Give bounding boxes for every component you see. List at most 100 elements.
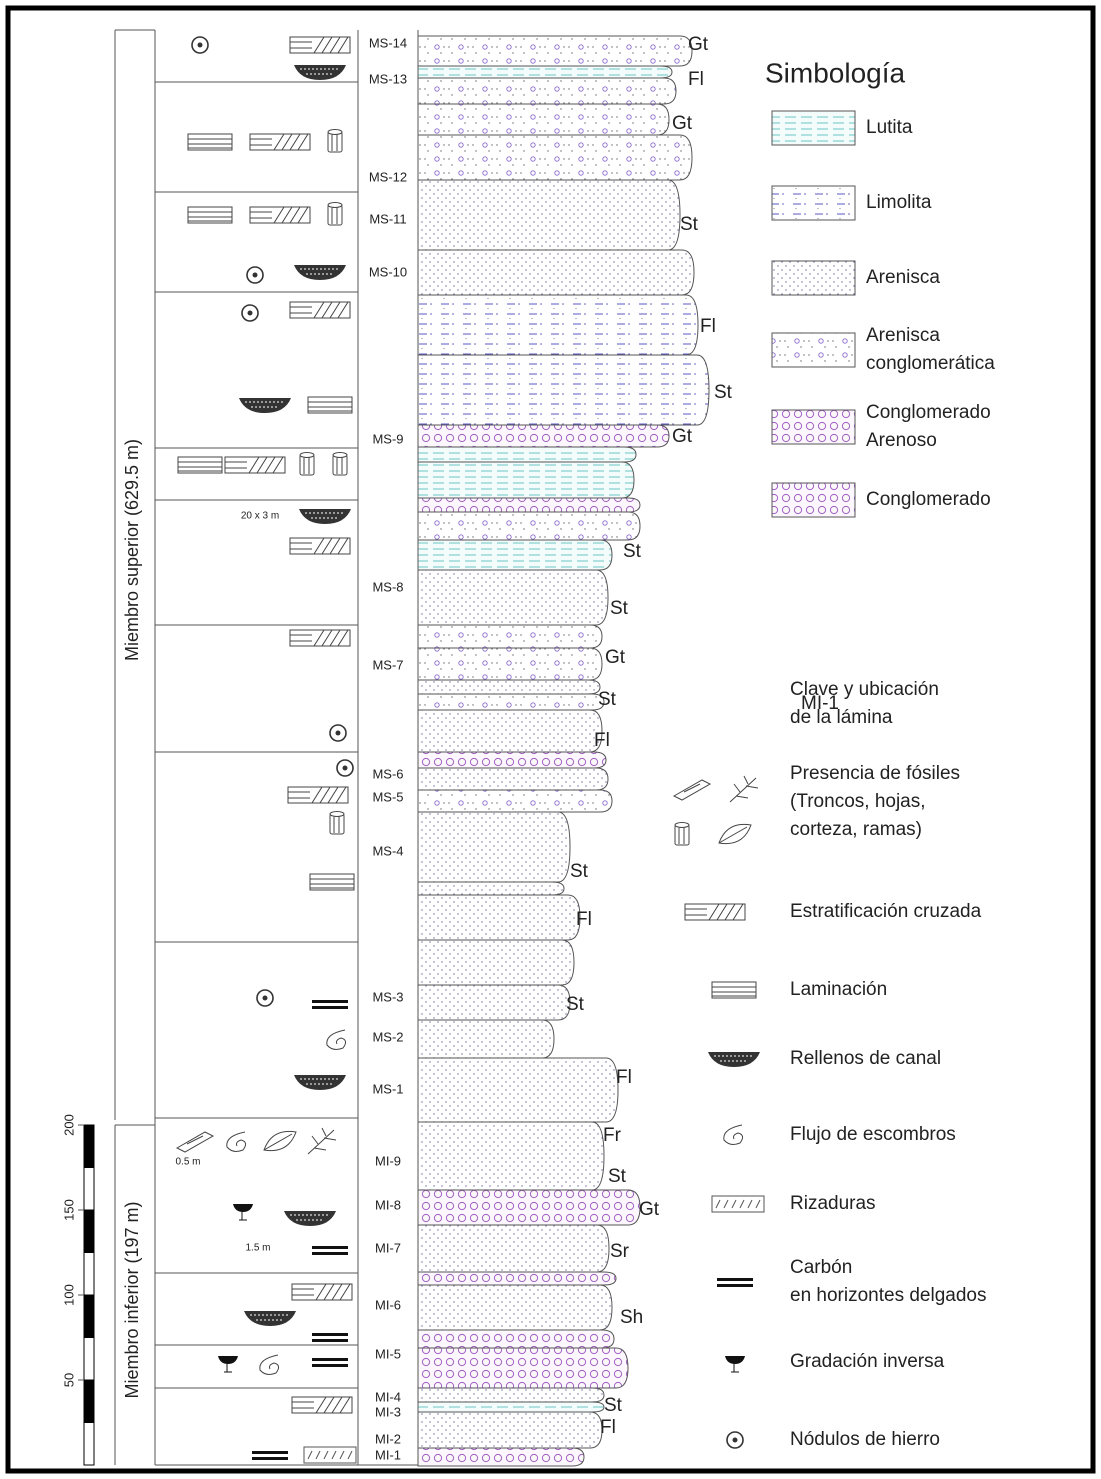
bed	[418, 180, 680, 250]
symbol-xb	[290, 302, 350, 318]
facies-code: St	[608, 1166, 627, 1187]
legend-title: Simbología	[765, 57, 906, 88]
bed	[418, 648, 602, 680]
symbol-debris	[724, 1125, 743, 1144]
sample-label: MS-13	[369, 71, 407, 86]
legend-label: Rellenos de canal	[790, 1048, 941, 1069]
symbol-chan	[294, 65, 346, 80]
bed	[418, 1448, 584, 1466]
bed	[418, 1412, 602, 1448]
symbol-chan	[239, 398, 291, 413]
symbol-chan	[294, 265, 346, 280]
symbol-lam	[310, 874, 354, 890]
legend-label: Arenoso	[866, 430, 937, 451]
bed	[418, 498, 640, 512]
sample-label: MI-5	[375, 1346, 401, 1361]
facies-code: St	[566, 994, 585, 1015]
symbol-nod	[727, 1432, 743, 1448]
bed	[418, 295, 698, 355]
facies-code: St	[604, 1395, 623, 1416]
scale-segment	[84, 1338, 94, 1381]
sample-label: MS-3	[372, 989, 403, 1004]
symbol-trunk	[328, 203, 342, 226]
annotation: 1.5 m	[245, 1243, 270, 1254]
symbol-trunk	[675, 823, 689, 846]
sample-label: MS-7	[372, 657, 403, 672]
bed	[418, 104, 669, 135]
symbol-trunk	[328, 130, 342, 153]
bed	[418, 1285, 612, 1330]
symbol-xb	[225, 457, 285, 473]
symbol-chan	[284, 1211, 336, 1226]
symbol-nod	[247, 267, 263, 283]
annotation: 0.5 m	[175, 1157, 200, 1168]
symbol-nod	[330, 725, 346, 741]
sample-label: MS-11	[369, 211, 406, 226]
symbol-lam	[178, 457, 222, 473]
legend-label: Conglomerado	[866, 489, 991, 510]
symbol-nod	[337, 760, 353, 776]
sample-label: MI-8	[375, 1197, 401, 1212]
sample-label: MS-2	[372, 1029, 403, 1044]
scale-segment	[84, 1295, 94, 1338]
bed	[418, 78, 676, 104]
legend-swatch	[772, 261, 855, 295]
symbol-chan	[708, 1052, 760, 1067]
symbol-lam	[188, 207, 232, 223]
scale-label: 200	[61, 1114, 76, 1136]
sample-label: MI-4	[375, 1389, 401, 1404]
symbol-coal	[312, 1246, 348, 1255]
symbol-trunk	[330, 812, 344, 835]
sample-label: MS-4	[372, 843, 403, 858]
bed	[418, 462, 634, 498]
sample-label: MS-6	[372, 766, 403, 781]
bed	[418, 250, 694, 295]
legend-label: Carbón	[790, 1257, 852, 1278]
sample-label: MI-7	[375, 1240, 401, 1255]
symbol-xb	[250, 207, 310, 223]
bed	[418, 985, 570, 1020]
symbol-grad	[233, 1204, 253, 1220]
bed	[418, 1020, 554, 1058]
legend-label: corteza, ramas)	[790, 819, 922, 840]
symbol-coal	[312, 1358, 348, 1367]
legend-label: Lutita	[866, 117, 913, 138]
bed	[418, 1388, 604, 1402]
facies-code: Gt	[688, 34, 709, 55]
bed	[418, 1225, 609, 1272]
bed	[418, 680, 600, 694]
bed	[418, 1330, 614, 1348]
symbol-trunk	[300, 453, 314, 476]
legend-label: Arenisca	[866, 267, 940, 288]
bed	[418, 570, 608, 625]
bed	[418, 66, 672, 78]
scale-segment	[84, 1253, 94, 1296]
bed	[418, 710, 602, 752]
symbol-chan	[244, 1311, 296, 1326]
sample-label: MI-3	[375, 1404, 401, 1419]
bed	[418, 790, 612, 812]
facies-code: Fl	[688, 69, 704, 90]
legend-swatch	[772, 410, 855, 444]
sample-label: MI-6	[375, 1297, 401, 1312]
member-label: Miembro superior (629.5 m)	[122, 439, 142, 661]
symbol-xb	[290, 37, 350, 53]
legend-swatch	[772, 111, 855, 145]
bed	[418, 752, 606, 768]
sample-label: MS-1	[372, 1081, 403, 1096]
legend-label: Estratificación cruzada	[790, 901, 982, 922]
bed	[418, 940, 574, 985]
symbol-grad	[725, 1356, 745, 1372]
facies-code: St	[570, 861, 589, 882]
bed	[418, 36, 692, 66]
bed	[418, 812, 570, 882]
symbol-nod	[192, 37, 208, 53]
symbol-nod	[257, 990, 273, 1006]
legend-label: Presencia de fósiles	[790, 763, 960, 784]
symbol-ripple	[304, 1447, 356, 1463]
scale-segment	[84, 1423, 94, 1466]
legend-label: Clave y ubicación	[790, 679, 939, 700]
legend-label: en horizontes delgados	[790, 1285, 986, 1306]
facies-code: Gt	[672, 426, 693, 447]
bed	[418, 447, 636, 462]
